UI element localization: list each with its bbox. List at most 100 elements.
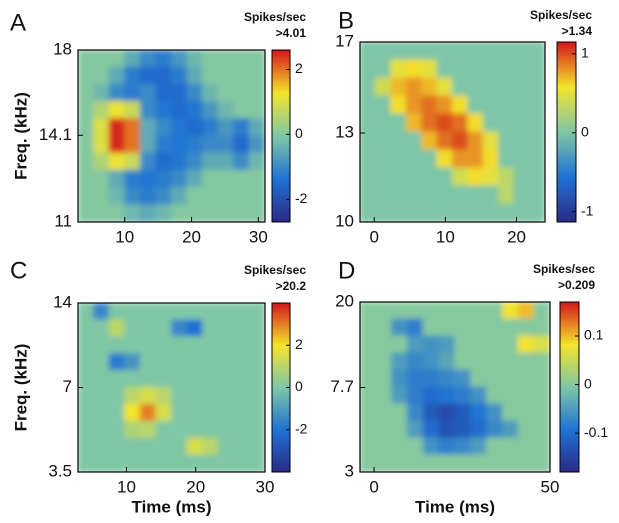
x-axis-label: Time (ms)	[132, 497, 212, 516]
cell	[139, 152, 157, 171]
cell	[438, 369, 456, 388]
cell	[391, 403, 408, 422]
cell	[108, 370, 126, 388]
cell	[390, 59, 407, 79]
colorbar-tick-label: 2	[295, 336, 303, 352]
cell	[93, 118, 110, 137]
cell	[498, 167, 515, 187]
cell	[202, 50, 219, 68]
cell	[422, 318, 440, 337]
cell	[513, 113, 531, 133]
cell	[186, 101, 204, 120]
cell	[248, 118, 265, 137]
cell	[421, 77, 438, 97]
cell	[139, 403, 157, 422]
cell	[171, 454, 188, 472]
cell	[124, 319, 141, 338]
cell	[502, 318, 519, 337]
cell	[171, 319, 188, 338]
cell	[171, 118, 188, 137]
cell	[124, 83, 141, 103]
cell	[360, 386, 377, 405]
cell	[78, 420, 95, 439]
cell	[533, 302, 550, 320]
cell	[513, 42, 531, 61]
cell	[78, 152, 95, 171]
cell	[217, 403, 235, 422]
cell	[233, 187, 250, 206]
cell	[452, 203, 469, 222]
cell	[375, 352, 393, 371]
cell	[452, 149, 469, 169]
colorbar-tick-label: -0.1	[584, 424, 608, 440]
cell	[502, 437, 519, 456]
cell	[186, 169, 204, 189]
cell	[482, 113, 500, 133]
cell	[171, 387, 188, 405]
cell	[186, 135, 204, 154]
cell	[93, 66, 110, 85]
colorbar-tick-label: -2	[295, 190, 308, 206]
cell	[124, 152, 141, 171]
cell	[360, 59, 376, 79]
cell	[78, 319, 95, 338]
panel-letter: A	[10, 9, 26, 36]
cell	[139, 101, 157, 120]
cell	[438, 352, 456, 371]
cell	[360, 437, 377, 456]
cell	[360, 352, 377, 371]
cell	[517, 352, 535, 371]
cell	[482, 42, 500, 61]
cell	[436, 113, 453, 133]
cell	[529, 149, 545, 169]
cell	[124, 204, 141, 222]
cell	[390, 185, 407, 205]
cell	[171, 204, 188, 222]
y-tick-label: 3.5	[48, 461, 72, 480]
cell	[248, 336, 265, 355]
cell	[248, 454, 265, 472]
cell	[78, 187, 95, 206]
cell	[248, 135, 265, 154]
x-tick-label: 10	[436, 227, 455, 246]
cell	[375, 369, 393, 388]
cell	[233, 454, 250, 472]
cell	[422, 386, 440, 405]
cell	[155, 50, 172, 68]
cell	[360, 318, 377, 337]
cell	[452, 185, 469, 205]
cell	[202, 83, 219, 103]
cell	[248, 66, 265, 85]
cell	[407, 318, 424, 337]
cell	[186, 454, 204, 472]
panel-letter: B	[338, 7, 354, 34]
cell	[391, 420, 408, 439]
cell	[78, 135, 95, 154]
cell	[202, 420, 219, 439]
cell	[78, 303, 95, 321]
cell	[486, 369, 503, 388]
cell	[217, 118, 235, 137]
cell	[202, 135, 219, 154]
cell	[374, 113, 392, 133]
cell	[482, 167, 500, 187]
cell	[405, 59, 423, 79]
cell	[108, 135, 126, 154]
cell	[454, 420, 472, 439]
cell	[248, 83, 265, 103]
cell	[155, 83, 172, 103]
cell	[93, 50, 110, 68]
cell	[155, 454, 172, 472]
cell	[360, 203, 376, 222]
colorbar-label: Spikes/sec	[244, 10, 306, 24]
cell	[517, 302, 535, 320]
colorbar-tick-label: 0	[581, 123, 589, 139]
cell	[513, 77, 531, 97]
colorbar-note: >1.34	[562, 24, 593, 38]
cell	[482, 131, 500, 151]
cell	[139, 420, 157, 439]
cell	[421, 42, 438, 61]
cell	[498, 95, 515, 115]
cell	[390, 77, 407, 97]
cell	[517, 335, 535, 354]
